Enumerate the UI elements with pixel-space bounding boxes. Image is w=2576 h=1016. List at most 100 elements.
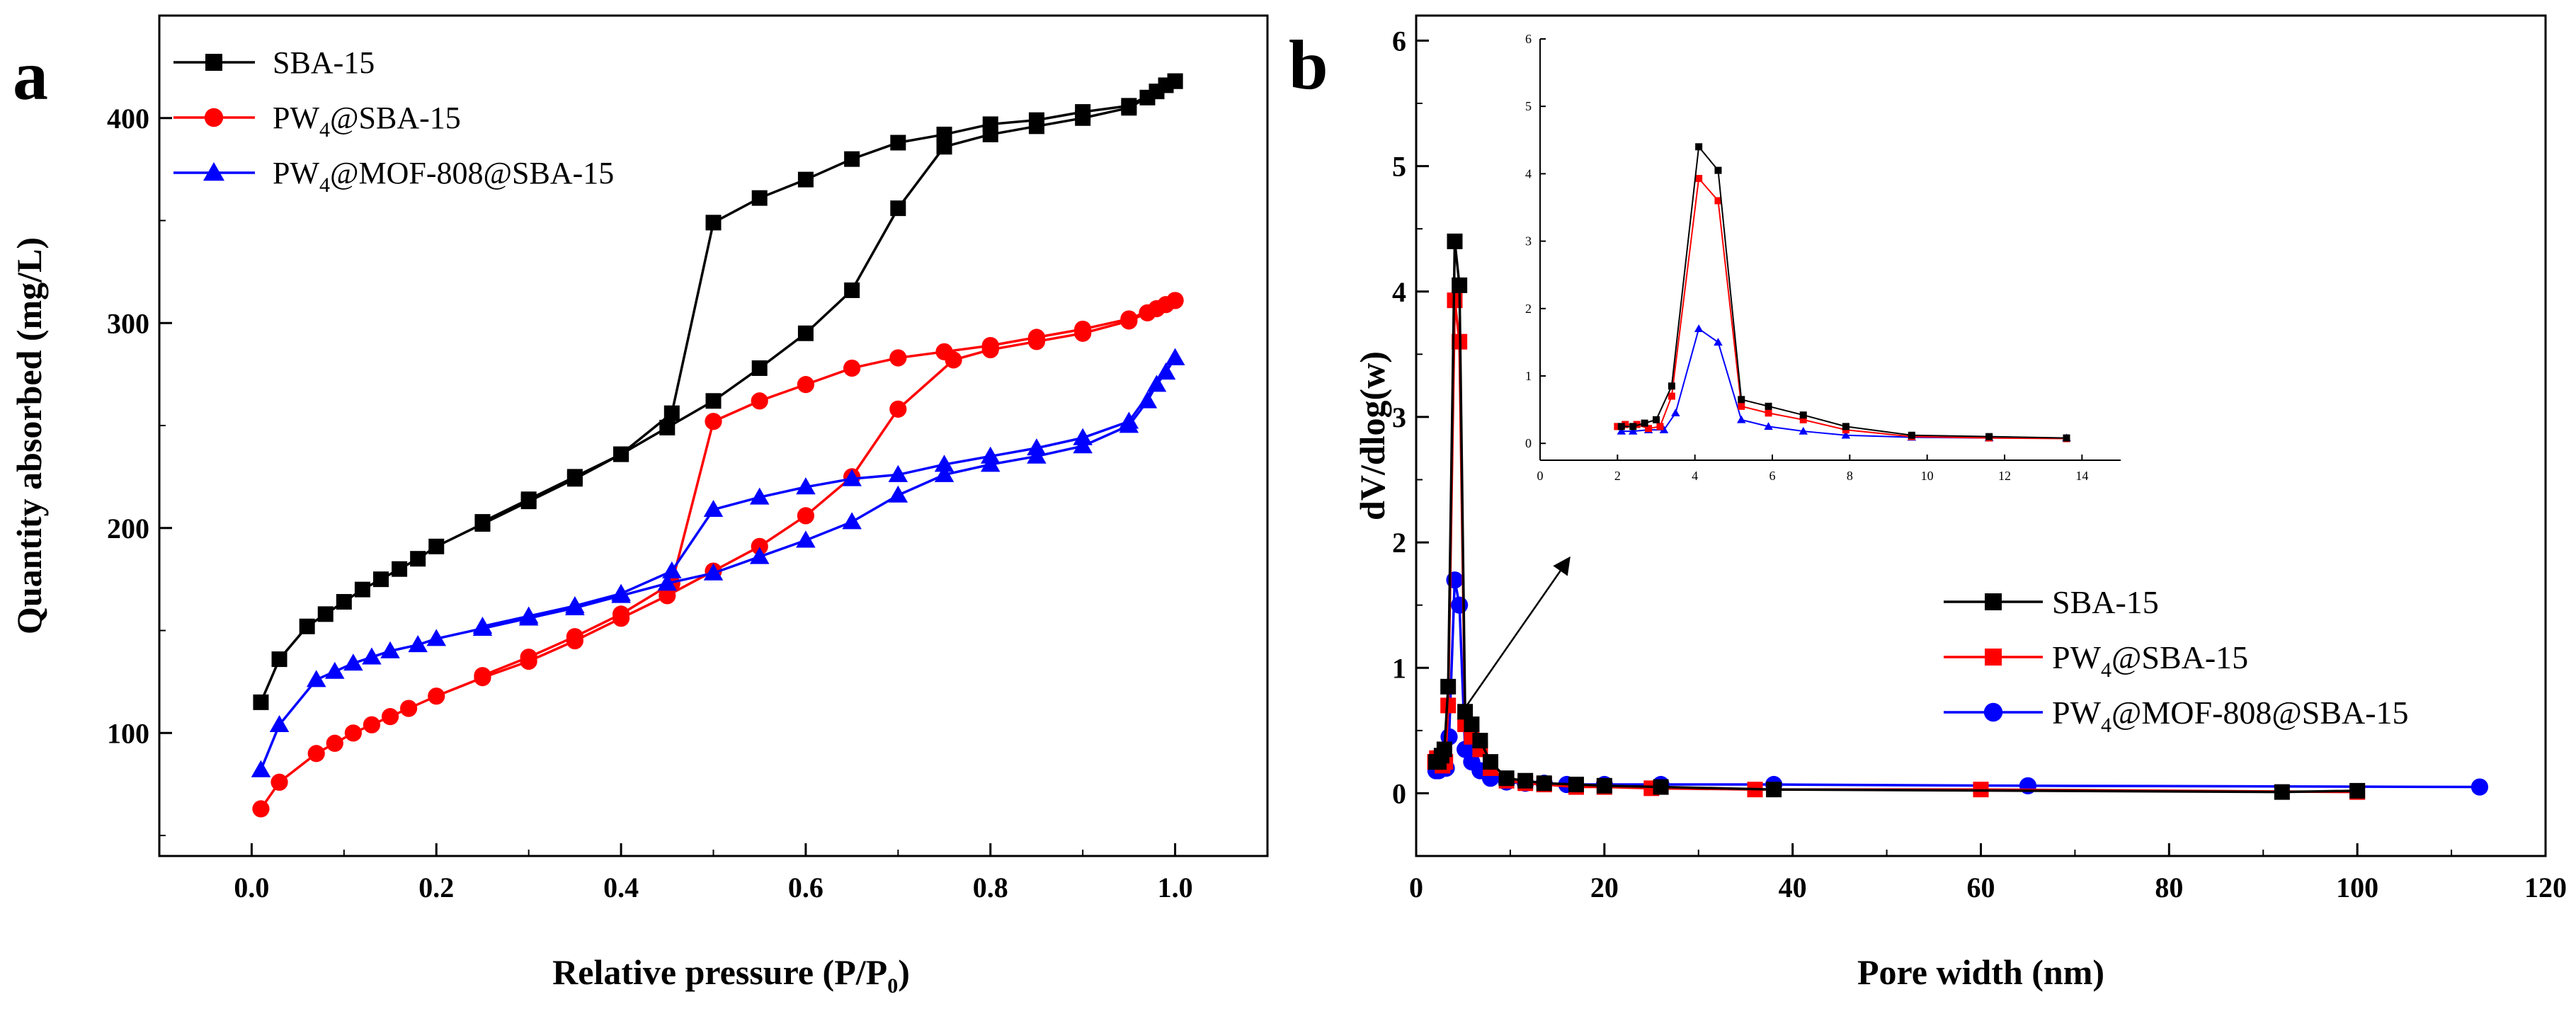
inset-point <box>1695 143 1703 151</box>
chart-a-point <box>890 200 906 217</box>
chart-b-ytick-label: 4 <box>1392 276 1406 308</box>
chart-b-point <box>1457 741 1474 758</box>
chart-b-point <box>1596 777 1612 794</box>
chart-b-point <box>1498 770 1515 787</box>
chart-b-point <box>2349 782 2366 799</box>
chart-b-legend-marker <box>1985 649 2002 666</box>
chart-a-point <box>888 464 908 482</box>
inset-point <box>1738 402 1745 410</box>
inset-line <box>1621 144 2067 439</box>
chart-a-point <box>657 573 678 591</box>
chart-a-point <box>751 190 768 206</box>
inset-point <box>1645 425 1653 433</box>
inset-xtick-label: 6 <box>1769 469 1776 483</box>
chart-a-point <box>934 464 954 482</box>
inset-point <box>1653 416 1660 423</box>
chart-a-point <box>663 405 680 421</box>
inset-ytick-label: 6 <box>1525 32 1532 46</box>
chart-a-point <box>612 605 630 623</box>
chart-b-legend-label: SBA-15 <box>2052 584 2159 620</box>
chart-b-xtick-label: 20 <box>1590 872 1619 903</box>
chart-a-legend-label-rest: @SBA-15 <box>330 101 461 135</box>
inset-point <box>1668 382 1675 390</box>
chart-b-legend-label: PW4@SBA-15 <box>2052 639 2248 682</box>
inset-ytick-label: 2 <box>1525 302 1532 316</box>
chart-a-series-1 <box>252 292 1184 818</box>
chart-b-legend-label-main: PW <box>2052 639 2102 675</box>
chart-a-point <box>843 359 861 377</box>
inset-xtick-label: 10 <box>1921 469 1934 483</box>
inset-point <box>1765 402 1772 410</box>
chart-a-point <box>343 653 363 671</box>
chart-b-legend-label-main: SBA-15 <box>2052 584 2159 620</box>
chart-a-legend-label-rest: @MOF-808@SBA-15 <box>330 156 614 190</box>
chart-a-point <box>751 392 768 410</box>
chart-b-ytick-label: 3 <box>1392 401 1406 433</box>
chart-b-ytick-label: 6 <box>1392 25 1406 57</box>
chart-a-legend-label: PW4@SBA-15 <box>273 101 461 142</box>
inset-xtick-label: 2 <box>1614 469 1621 483</box>
chart-a-series-0 <box>253 73 1183 710</box>
inset-point <box>1908 431 1915 439</box>
chart-a-point <box>751 537 768 555</box>
chart-a-legend-label: SBA-15 <box>273 45 375 80</box>
chart-b-xtick-label: 40 <box>1779 872 1807 903</box>
chart-a-point <box>888 485 908 503</box>
chart-a-legend-label-sub: 4 <box>319 173 330 197</box>
chart-a-point <box>749 487 770 505</box>
chart-a-xlabel-sub: 0 <box>887 974 898 998</box>
inset-point <box>1738 396 1745 404</box>
chart-a-xlabel-main: Relative pressure (P/P <box>552 952 887 992</box>
inset-point <box>1765 409 1772 417</box>
chart-a-point <box>796 530 816 548</box>
chart-a-xtick-label: 0.6 <box>788 872 823 903</box>
inset-point <box>2063 434 2070 442</box>
chart-b-xtick-label: 120 <box>2524 872 2567 903</box>
inset-point <box>1656 423 1664 430</box>
chart-a-point <box>325 661 345 679</box>
inset-ytick-label: 4 <box>1525 166 1532 181</box>
chart-b-legend-label-main: PW <box>2052 695 2102 731</box>
chart-a-point <box>1120 310 1138 328</box>
chart-a: 0.0 0.2 0.4 0.6 0.8 1.0 100 200 300 400 Relative p… <box>9 14 1269 998</box>
chart-a-point <box>520 649 537 666</box>
chart-b-ytick-label: 2 <box>1392 527 1406 559</box>
chart-a-point <box>1165 348 1185 365</box>
chart-a-point <box>611 583 631 601</box>
chart-a-point <box>703 499 724 518</box>
chart-a-point <box>1073 428 1093 445</box>
inset-ytick-label: 1 <box>1525 369 1532 383</box>
chart-b-line <box>1435 241 2358 794</box>
chart-a-point <box>381 708 399 726</box>
chart-a-frame <box>158 14 1269 857</box>
chart-b-xtick-label: 100 <box>2336 872 2378 903</box>
chart-a-point <box>797 325 814 341</box>
chart-b-point <box>1440 678 1457 695</box>
chart-a-point <box>705 393 722 409</box>
inset-point <box>1842 423 1850 430</box>
chart-b-xtick-label: 80 <box>2155 872 2183 903</box>
chart-b-annotation <box>1459 556 1571 716</box>
chart-a-point <box>1027 329 1046 346</box>
chart-a-point <box>662 561 682 578</box>
inset-point <box>1799 411 1807 419</box>
inset-xtick-label: 0 <box>1537 469 1544 483</box>
chart-a-point <box>400 700 418 717</box>
chart-a-point <box>270 773 288 791</box>
chart-a-legend-label-main: PW <box>273 101 319 135</box>
chart-a-point <box>1166 292 1184 309</box>
chart-a-point <box>271 651 287 668</box>
chart-b-series-2 <box>1427 571 2489 796</box>
chart-b-xlabel: Pore width (nm) <box>1857 952 2104 992</box>
chart-a-point <box>935 343 953 360</box>
chart-a-legend-label-main: PW <box>273 156 319 190</box>
chart-a-xtick-label: 0.2 <box>418 872 454 903</box>
chart-a-ytick-label: 400 <box>107 103 149 135</box>
chart-b-series-0 <box>1427 233 2366 800</box>
chart-a-xtick-label: 0.4 <box>603 872 639 903</box>
chart-b-legend-marker <box>1985 593 2002 610</box>
chart-a-point <box>1027 438 1047 456</box>
